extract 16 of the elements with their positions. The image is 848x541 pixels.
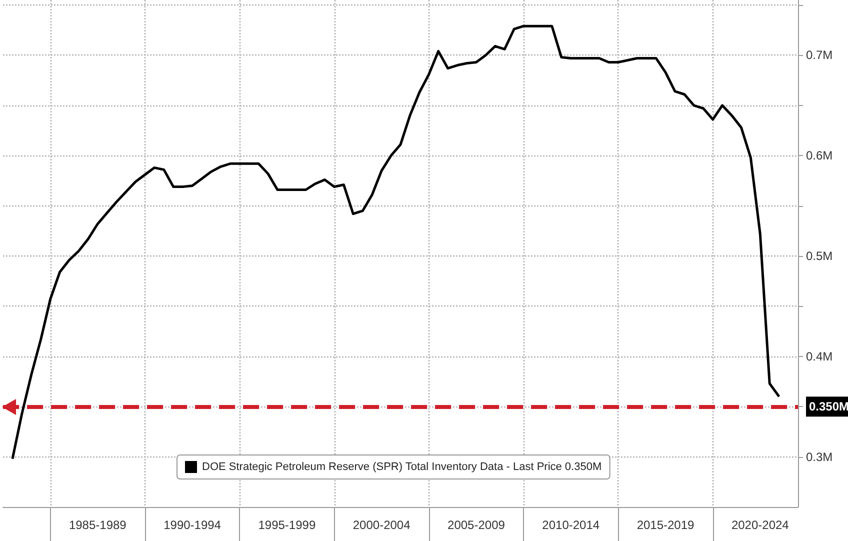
y-tick-label: 0.4M <box>806 349 833 364</box>
ref-line-label: 0.350M <box>809 400 848 414</box>
y-tick-label: 0.7M <box>806 48 833 62</box>
x-tick-label: 1990-1994 <box>164 518 222 532</box>
y-tick-label: 0.6M <box>806 148 833 163</box>
y-tick-label: 0.3M <box>806 450 833 464</box>
x-tick-label: 1985-1989 <box>68 518 127 532</box>
x-tick-label: 2005-2009 <box>448 518 506 532</box>
y-tick-label: 0.5M <box>806 249 833 264</box>
line-series <box>11 24 780 460</box>
legend-label: DOE Strategic Petroleum Reserve (SPR) Total Inventory Data - Last Price 0.350M <box>202 461 602 473</box>
x-tick-label: 2000-2004 <box>352 518 411 532</box>
x-tick-label: 2010-2014 <box>542 518 600 532</box>
x-tick-label: 2020-2024 <box>731 518 790 532</box>
x-tick-label: 1995-1999 <box>258 518 316 532</box>
x-tick-label: 2015-2019 <box>636 518 695 532</box>
